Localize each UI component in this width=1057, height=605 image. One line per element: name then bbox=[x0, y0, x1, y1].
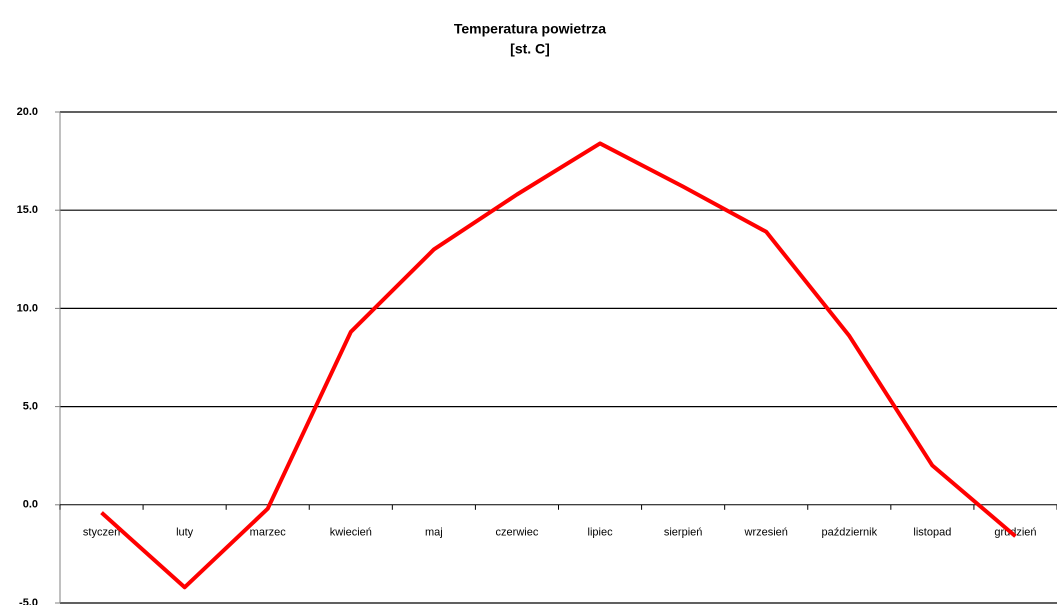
x-tick-label: kwiecień bbox=[330, 527, 372, 539]
y-tick-label: 15.0 bbox=[17, 204, 38, 216]
y-tick-label: 5.0 bbox=[23, 401, 38, 413]
chart-title: Temperatura powietrza bbox=[454, 21, 606, 37]
x-tick-label: lipiec bbox=[588, 527, 614, 539]
chart-subtitle: [st. C] bbox=[510, 41, 550, 57]
data-line bbox=[100, 141, 1017, 590]
y-tick-label: -5.0 bbox=[19, 597, 38, 605]
x-tick-label: marzec bbox=[250, 527, 287, 539]
x-tick-label: wrzesień bbox=[744, 527, 788, 539]
x-tick-label: czerwiec bbox=[496, 527, 539, 539]
x-tick-label: maj bbox=[425, 527, 443, 539]
y-tick-label: 10.0 bbox=[17, 302, 38, 314]
x-tick-label: listopad bbox=[913, 527, 951, 539]
x-tick-label: grudzień bbox=[994, 527, 1036, 539]
x-tick-label: sierpień bbox=[664, 527, 703, 539]
y-tick-label: 20.0 bbox=[17, 106, 38, 118]
x-tick-label: październik bbox=[821, 527, 877, 539]
x-tick-label: luty bbox=[176, 527, 194, 539]
x-tick-label: styczeń bbox=[83, 527, 120, 539]
y-tick-label: 0.0 bbox=[23, 499, 38, 511]
